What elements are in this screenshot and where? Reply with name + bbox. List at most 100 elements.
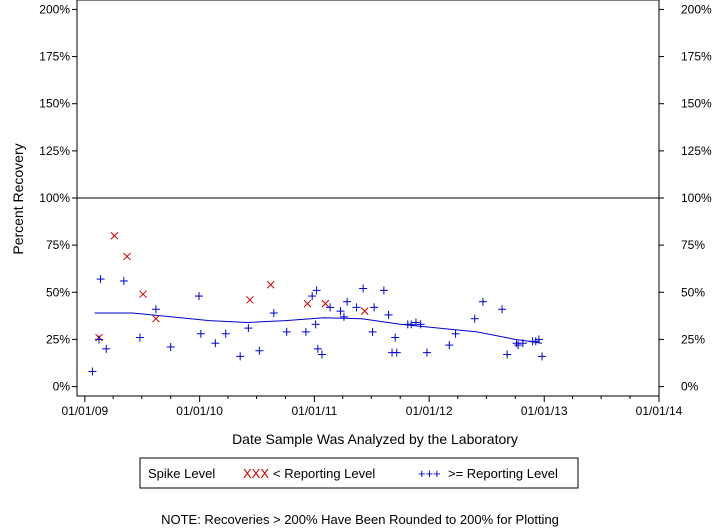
y-tick-label-right: 50% — [681, 285, 705, 299]
point-above-reporting-level — [503, 350, 512, 359]
point-above-reporting-level — [416, 320, 425, 329]
marker-stroke — [123, 252, 131, 261]
y-tick-label-left: 0% — [53, 380, 71, 394]
point-above-reporting-level — [445, 341, 454, 350]
point-above-reporting-level — [422, 348, 431, 357]
point-above-reporting-level — [326, 303, 335, 312]
point-above-reporting-level — [282, 327, 291, 336]
y-tick-label-left: 25% — [46, 332, 70, 346]
point-above-reporting-level — [95, 335, 104, 344]
y-tick-label-right: 25% — [681, 332, 705, 346]
point-above-reporting-level — [166, 342, 175, 351]
point-below-reporting-level — [152, 314, 160, 323]
point-above-reporting-level — [313, 344, 322, 353]
y-tick-label-right: 75% — [681, 238, 705, 252]
x-tick-label: 01/01/12 — [406, 404, 453, 418]
marker-stroke — [360, 307, 369, 315]
point-above-reporting-level — [96, 275, 105, 284]
y-tick-label-right: 200% — [681, 2, 712, 16]
point-above-reporting-level — [221, 329, 230, 338]
y-tick-label-left: 75% — [46, 238, 70, 252]
point-above-reporting-level — [151, 305, 160, 314]
point-above-reporting-level — [514, 341, 523, 350]
y-axis-title: Percent Recovery — [10, 143, 26, 254]
data-points — [88, 231, 547, 376]
y-tick-label-left: 50% — [46, 285, 70, 299]
x-tick-label: 01/01/10 — [176, 404, 223, 418]
x-tick-label: 01/01/14 — [636, 404, 683, 418]
point-above-reporting-level — [343, 297, 352, 306]
marker-stroke — [152, 314, 160, 323]
marker-stroke — [246, 295, 254, 304]
x-tick-label: 01/01/11 — [291, 404, 337, 418]
point-above-reporting-level — [336, 307, 345, 316]
point-above-reporting-level — [407, 320, 416, 329]
point-above-reporting-level — [518, 339, 527, 348]
plot-area — [76, 0, 660, 397]
point-above-reporting-level — [370, 303, 379, 312]
marker-stroke — [110, 231, 119, 240]
point-above-reporting-level — [391, 333, 400, 342]
legend-below-label: < Reporting Level — [273, 466, 375, 481]
point-above-reporting-level — [301, 327, 310, 336]
x-axis-title: Date Sample Was Analyzed by the Laborato… — [232, 431, 518, 447]
trend-line — [94, 312, 543, 344]
point-above-reporting-level — [384, 310, 393, 319]
point-above-reporting-level — [339, 312, 348, 321]
point-below-reporting-level — [266, 280, 275, 289]
point-below-reporting-level — [303, 299, 312, 308]
marker-stroke — [303, 299, 312, 308]
point-above-reporting-level — [211, 339, 220, 348]
y-tick-label-right: 175% — [681, 50, 712, 64]
point-above-reporting-level — [119, 276, 128, 285]
y-tick-label-right: 0% — [681, 380, 699, 394]
point-above-reporting-level — [135, 333, 144, 342]
marker-stroke — [266, 280, 275, 289]
y-tick-label-left: 150% — [39, 97, 70, 111]
plot-note: NOTE: Recoveries > 200% Have Been Rounde… — [161, 512, 559, 527]
y-tick-label-left: 175% — [39, 50, 70, 64]
x-tick-label: 01/01/09 — [62, 404, 109, 418]
y-tick-label-right: 125% — [681, 144, 712, 158]
point-above-reporting-level — [317, 350, 326, 359]
point-above-reporting-level — [88, 367, 97, 376]
point-above-reporting-level — [352, 303, 361, 312]
marker-stroke — [321, 299, 330, 308]
point-below-reporting-level — [139, 290, 147, 299]
axes: 0% 0% 25% 25% 50% 50% 75% 75% 100% 100% 125% 125% 15… — [39, 2, 712, 418]
point-below-reporting-level — [246, 295, 254, 304]
point-above-reporting-level — [269, 309, 278, 318]
y-tick-label-right: 100% — [681, 191, 712, 205]
point-below-reporting-level — [321, 299, 330, 308]
legend-box — [139, 457, 579, 489]
point-above-reporting-level — [478, 297, 487, 306]
y-tick-label-right: 150% — [681, 97, 712, 111]
point-above-reporting-level — [470, 314, 479, 323]
point-above-reporting-level — [451, 329, 460, 338]
point-below-reporting-level — [123, 252, 131, 261]
point-above-reporting-level — [411, 318, 420, 327]
legend-title: Spike Level — [148, 466, 215, 481]
legend-above-symbol: +++ — [418, 466, 441, 481]
legend-above-label: >= Reporting Level — [448, 466, 558, 481]
legend-below-symbol: XXX — [243, 466, 269, 481]
point-above-reporting-level — [392, 348, 401, 357]
point-above-reporting-level — [244, 324, 253, 333]
point-above-reporting-level — [368, 327, 377, 336]
point-below-reporting-level — [110, 231, 119, 240]
legend: Spike Level XXX < Reporting Level +++ >=… — [139, 457, 579, 489]
point-above-reporting-level — [359, 284, 368, 293]
point-above-reporting-level — [255, 346, 264, 355]
point-above-reporting-level — [534, 335, 543, 344]
point-above-reporting-level — [311, 320, 320, 329]
point-below-reporting-level — [360, 307, 369, 315]
trend-line-group — [94, 312, 543, 344]
marker-stroke — [139, 290, 147, 299]
point-above-reporting-level — [308, 292, 317, 301]
point-above-reporting-level — [236, 352, 245, 361]
y-tick-label-left: 125% — [39, 144, 70, 158]
point-above-reporting-level — [312, 286, 321, 295]
point-above-reporting-level — [102, 344, 111, 353]
y-tick-label-left: 100% — [39, 191, 70, 205]
